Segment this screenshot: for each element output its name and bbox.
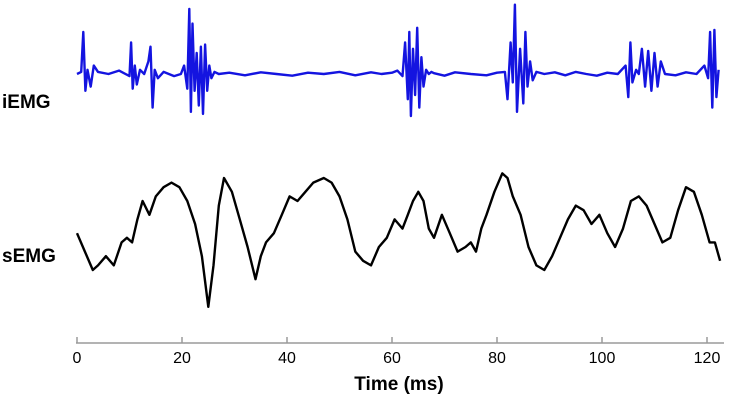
x-axis: 0 20 40 60 80 100 120 <box>73 337 724 367</box>
x-tick-label: 100 <box>589 350 616 367</box>
iemg-trace <box>76 3 720 118</box>
iemg-label: iEMG <box>2 92 51 113</box>
x-tick-label: 20 <box>173 350 191 367</box>
x-tick-label: 80 <box>488 350 506 367</box>
x-tick-label: 60 <box>383 350 401 367</box>
semg-trace <box>75 172 722 308</box>
x-tick-label: 120 <box>694 350 721 367</box>
series-layer: iEMG sEMG <box>2 3 722 308</box>
x-tick-label: 40 <box>278 350 296 367</box>
x-axis-title: Time (ms) <box>354 374 443 395</box>
x-tick-label: 0 <box>73 350 82 367</box>
semg-label: sEMG <box>2 246 56 267</box>
